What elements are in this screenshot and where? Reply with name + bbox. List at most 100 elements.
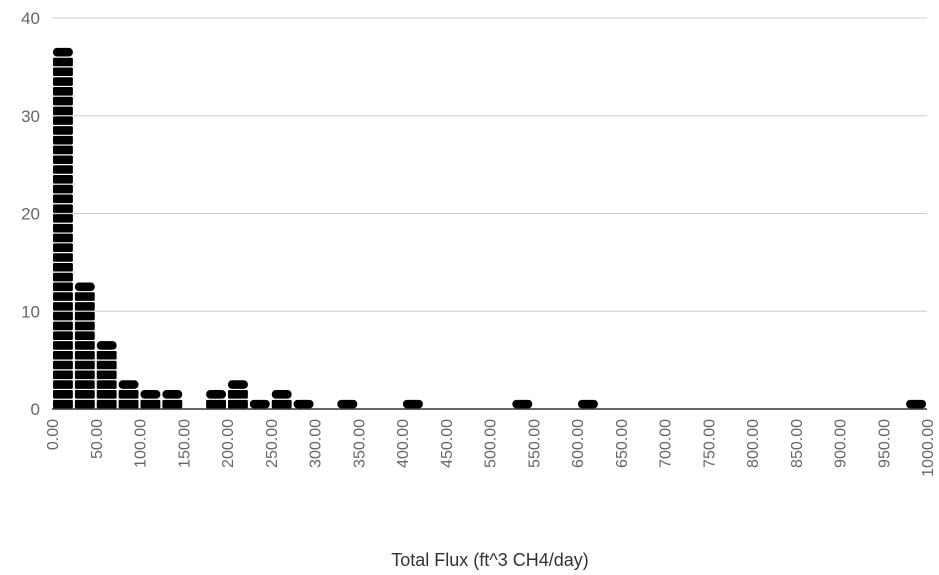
x-tick-label: 250.00	[264, 419, 281, 468]
bar-unit	[96, 350, 117, 360]
x-axis-title: Total Flux (ft^3 CH4/day)	[391, 550, 589, 570]
x-tick-label: 700.00	[658, 419, 675, 468]
x-tick-label: 950.00	[876, 419, 893, 468]
bar-unit	[74, 331, 95, 340]
bar-unit	[53, 272, 73, 282]
bar-unit	[53, 399, 73, 409]
bar-unit	[162, 390, 183, 399]
bar-unit	[53, 321, 73, 331]
bar-unit	[53, 214, 73, 223]
bar-unit	[271, 390, 292, 399]
bar-unit	[206, 399, 226, 409]
bar-unit	[96, 390, 117, 399]
x-tick-label: 550.00	[526, 419, 543, 468]
bar-unit	[96, 399, 117, 409]
bar-unit	[53, 243, 73, 252]
bar-unit	[53, 184, 73, 194]
bar-unit	[74, 302, 95, 311]
bar-unit	[96, 380, 117, 389]
histogram-bar	[206, 390, 226, 409]
histogram-bar	[96, 341, 117, 409]
bar-unit	[53, 126, 73, 135]
bar-unit	[53, 106, 73, 116]
x-tick-label: 200.00	[220, 419, 237, 468]
histogram-bar	[512, 399, 533, 409]
histogram-bar	[337, 399, 358, 409]
histogram-bar	[293, 399, 314, 409]
bar-unit	[906, 399, 926, 409]
x-axis-ticks: 0.00 50.00 100.00 150.00 200.00 250.00 300.00 3…	[45, 419, 937, 477]
x-tick-label: 400.00	[395, 419, 412, 468]
bar-unit	[53, 282, 73, 292]
bar-unit	[53, 360, 73, 370]
x-tick-label: 900.00	[833, 419, 850, 468]
bar-unit	[53, 87, 73, 96]
bar-unit	[118, 390, 139, 399]
bar-unit	[271, 399, 292, 409]
bar-unit	[74, 311, 95, 321]
bar-unit	[96, 370, 117, 380]
bars	[53, 47, 926, 409]
bar-unit	[53, 47, 73, 57]
y-tick-label: 0	[31, 400, 40, 419]
histogram-bar	[906, 399, 926, 409]
x-tick-label: 600.00	[570, 419, 587, 468]
x-tick-label: 1000.00	[920, 419, 937, 477]
x-tick-label: 0.00	[45, 419, 62, 450]
bar-unit	[118, 380, 139, 389]
x-tick-label: 750.00	[701, 419, 718, 468]
bar-unit	[53, 194, 73, 204]
y-axis-ticks: 0 10 20 30 40	[21, 9, 40, 419]
bar-unit	[228, 380, 248, 389]
bar-unit	[53, 350, 73, 360]
bar-unit	[53, 331, 73, 340]
histogram-bar	[140, 390, 161, 409]
bar-unit	[53, 292, 73, 301]
bar-unit	[74, 341, 95, 350]
bar-unit	[337, 399, 358, 409]
x-tick-label: 350.00	[351, 419, 368, 468]
y-tick-label: 10	[21, 302, 40, 321]
bar-unit	[74, 321, 95, 331]
bar-unit	[53, 302, 73, 311]
histogram-bar	[249, 399, 270, 409]
bar-unit	[162, 399, 183, 409]
bar-unit	[53, 380, 73, 389]
bar-unit	[74, 380, 95, 389]
bar-unit	[53, 57, 73, 67]
bar-unit	[228, 390, 248, 399]
bar-unit	[53, 233, 73, 243]
bar-unit	[74, 350, 95, 360]
bar-unit	[96, 341, 117, 350]
x-tick-label: 800.00	[745, 419, 762, 468]
bar-unit	[53, 155, 73, 165]
bar-unit	[74, 292, 95, 301]
bar-unit	[53, 311, 73, 321]
bar-unit	[53, 116, 73, 125]
x-tick-label: 500.00	[483, 419, 500, 468]
bar-unit	[53, 96, 73, 106]
x-tick-label: 300.00	[308, 419, 325, 468]
histogram-bar	[578, 399, 598, 409]
bar-unit	[53, 165, 73, 174]
x-tick-label: 450.00	[439, 419, 456, 468]
histogram-bar	[228, 380, 248, 409]
histogram-bar	[74, 282, 95, 409]
x-tick-label: 850.00	[789, 419, 806, 468]
bar-unit	[403, 399, 423, 409]
bar-unit	[293, 399, 314, 409]
bar-unit	[74, 360, 95, 370]
bar-unit	[53, 145, 73, 155]
bar-unit	[53, 341, 73, 350]
bar-unit	[74, 399, 95, 409]
bar-unit	[53, 67, 73, 77]
histogram-bar	[271, 390, 292, 409]
bar-unit	[53, 135, 73, 145]
y-tick-label: 20	[21, 205, 40, 224]
x-tick-label: 100.00	[133, 419, 150, 468]
bar-unit	[53, 253, 73, 262]
bar-unit	[512, 399, 533, 409]
bar-unit	[74, 370, 95, 380]
bar-unit	[206, 390, 226, 399]
